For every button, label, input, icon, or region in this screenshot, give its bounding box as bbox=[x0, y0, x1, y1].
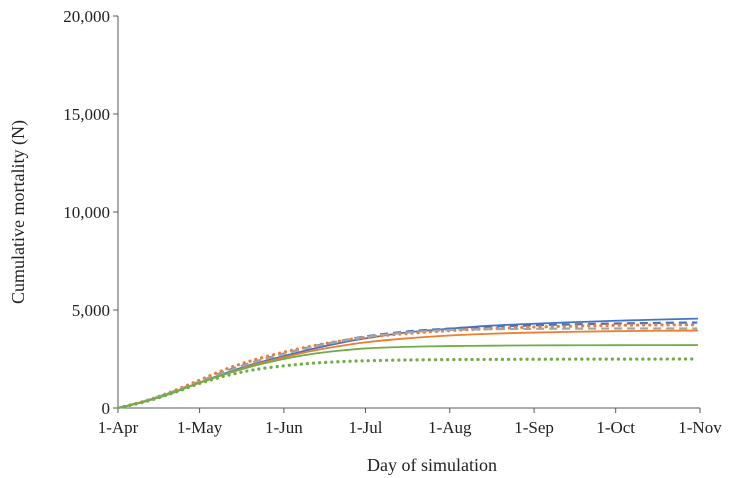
y-tick-label: 20,000 bbox=[63, 7, 110, 26]
x-axis-title: Day of simulation bbox=[367, 455, 497, 475]
x-tick-label: 1-Aug bbox=[428, 418, 472, 437]
x-tick-label: 1-May bbox=[177, 418, 223, 437]
y-tick-label: 5,000 bbox=[72, 301, 110, 320]
series-line-3 bbox=[117, 329, 699, 409]
labels: Cumulative mortality (N) Day of simulati… bbox=[8, 120, 497, 475]
series-line-4 bbox=[116, 323, 699, 410]
y-tick-label: 0 bbox=[102, 399, 111, 418]
x-tick-label: 1-Oct bbox=[596, 418, 635, 437]
y-axis-title: Cumulative mortality (N) bbox=[8, 120, 29, 304]
x-tick-label: 1-Jun bbox=[265, 418, 303, 437]
x-tick-label: 1-Jul bbox=[348, 418, 382, 437]
series-layer bbox=[116, 317, 699, 410]
x-tick-label: 1-Sep bbox=[514, 418, 554, 437]
y-tick-label: 15,000 bbox=[63, 105, 110, 124]
series-line-6 bbox=[117, 344, 699, 409]
series-line-5 bbox=[117, 327, 698, 410]
y-tick-label: 10,000 bbox=[63, 203, 110, 222]
x-tick-label: 1-Apr bbox=[98, 418, 139, 437]
series-line-2 bbox=[117, 321, 698, 410]
axes: 0 5,000 10,000 15,000 20,000 1-Apr 1-May 1-Jun 1… bbox=[63, 7, 722, 437]
series-line-7 bbox=[116, 357, 699, 410]
x-tick-label: 1-Nov bbox=[678, 418, 722, 437]
